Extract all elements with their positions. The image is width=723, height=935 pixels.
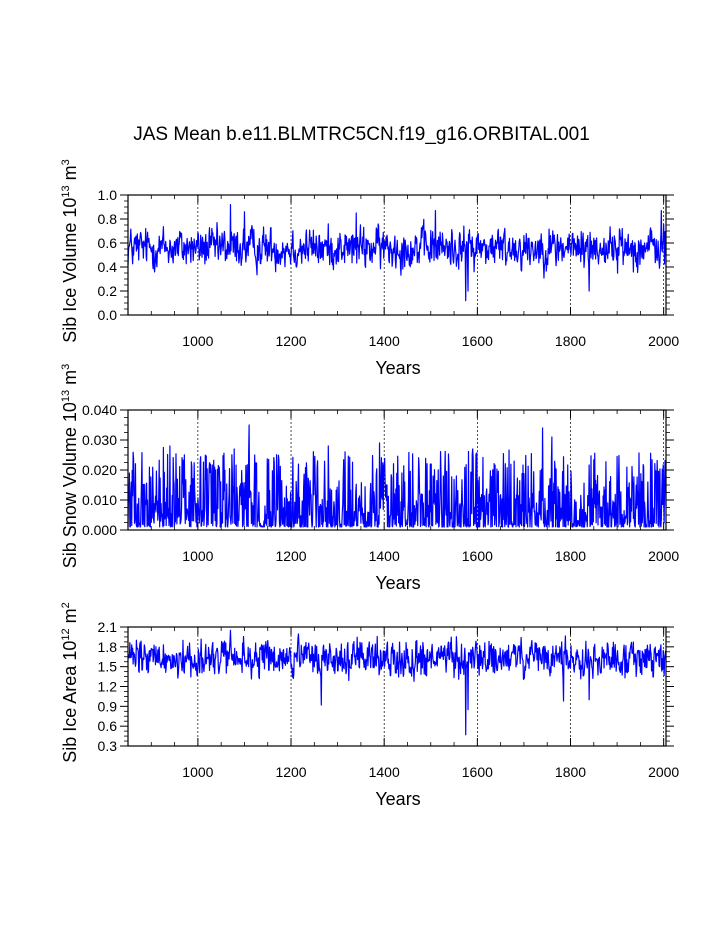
panel-sib-snow-volume: 1000 1200 1400 1600 1800 2000 0.000 0.010 0.020 0… — [60, 364, 679, 593]
x-tick-label: 1600 — [462, 548, 493, 564]
y-tick-label: 0.010 — [82, 492, 117, 508]
y-tick-label: 0.9 — [98, 698, 118, 714]
panel-sib-ice-volume: 1000 1200 1400 1600 1800 2000 0.0 0.2 0.4 0.6 0.8 1… — [60, 159, 679, 378]
x-tick-label: 1600 — [462, 333, 493, 349]
series-line — [127, 629, 667, 736]
y-tick-label: 0.6 — [98, 718, 118, 734]
x-tick-label: 1800 — [555, 548, 586, 564]
y-tick-label: 1.2 — [98, 679, 118, 695]
x-tick-label: 1000 — [182, 764, 213, 780]
y-tick-label: 0.8 — [98, 211, 118, 227]
series-line — [127, 204, 667, 302]
x-tick-label: 1000 — [182, 548, 213, 564]
y-tick-label: 0.3 — [98, 738, 118, 754]
x-tick-label: 1800 — [555, 764, 586, 780]
x-tick-label: 1000 — [182, 333, 213, 349]
x-axis-label: Years — [375, 573, 420, 593]
y-tick-label: 0.4 — [98, 259, 118, 275]
x-tick-label: 1400 — [369, 548, 400, 564]
y-tick-label: 0.2 — [98, 283, 118, 299]
y-tick-label: 0.6 — [98, 235, 118, 251]
y-axis-label: Sib Ice Area 1012 m2 — [60, 602, 80, 762]
y-axis-label: Sib Ice Volume 1013 m3 — [60, 159, 80, 342]
y-tick-label: 1.0 — [98, 187, 118, 203]
y-tick-label: 0.0 — [98, 307, 118, 323]
x-tick-label: 1600 — [462, 764, 493, 780]
y-tick-label: 0.040 — [82, 402, 117, 418]
y-tick-label: 2.1 — [98, 619, 118, 635]
y-axis-label: Sib Snow Volume 1013 m3 — [60, 364, 80, 568]
y-tick-label: 0.020 — [82, 462, 117, 478]
y-tick-label: 0.000 — [82, 522, 117, 538]
y-tick-label: 0.030 — [82, 432, 117, 448]
x-tick-label: 2000 — [648, 333, 679, 349]
x-tick-label: 1200 — [275, 764, 306, 780]
y-tick-label: 1.8 — [98, 639, 118, 655]
x-tick-label: 1200 — [275, 548, 306, 564]
x-tick-label: 1400 — [369, 333, 400, 349]
x-tick-label: 1800 — [555, 333, 586, 349]
x-axis-label: Years — [375, 789, 420, 809]
series-line — [127, 424, 667, 528]
chart-title: JAS Mean b.e11.BLMTRC5CN.f19_g16.ORBITAL… — [133, 124, 590, 145]
x-tick-label: 1200 — [275, 333, 306, 349]
x-tick-label: 1400 — [369, 764, 400, 780]
panel-sib-ice-area: 1000 1200 1400 1600 1800 2000 0.3 0.6 0.9 1.2 1.5 1… — [60, 602, 679, 809]
x-tick-label: 2000 — [648, 548, 679, 564]
x-tick-label: 2000 — [648, 764, 679, 780]
y-tick-label: 1.5 — [98, 659, 118, 675]
x-axis-label: Years — [375, 358, 420, 378]
